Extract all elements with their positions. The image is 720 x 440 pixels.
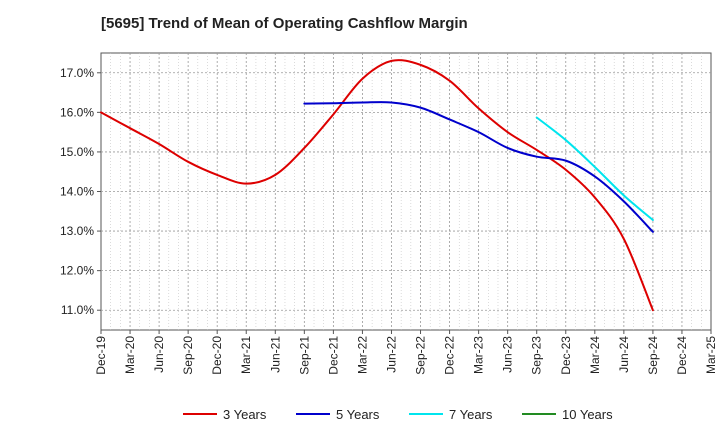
legend-label: 3 Years (223, 407, 267, 422)
x-tick-label: Dec-20 (210, 336, 224, 375)
x-tick-label: Mar-24 (588, 336, 602, 374)
horizontal-grid (101, 72, 711, 311)
x-tick-label: Jun-22 (384, 336, 398, 373)
x-tick-label: Sep-22 (414, 336, 428, 375)
x-tick-label: Dec-22 (443, 336, 457, 375)
y-tick-label: 15.0% (60, 145, 94, 159)
y-tick-label: 16.0% (60, 105, 94, 119)
y-tick-label: 12.0% (60, 264, 94, 278)
x-tick-label: Mar-23 (472, 336, 486, 374)
x-tick-label: Dec-19 (94, 336, 108, 375)
x-tick-label: Jun-21 (268, 336, 282, 373)
legend-label: 5 Years (336, 407, 380, 422)
legend-label: 7 Years (449, 407, 493, 422)
series-line-3-years (100, 59, 654, 312)
y-tick-label: 13.0% (60, 224, 94, 238)
y-axis: 11.0% 12.0% 13.0% 14.0% 15.0% 16.0% 17.0% (60, 66, 101, 317)
x-tick-label: Sep-20 (181, 336, 195, 375)
x-tick-label: Sep-23 (530, 336, 544, 375)
x-tick-label: Mar-25 (704, 336, 718, 374)
series-lines (100, 59, 654, 312)
x-tick-label: Jun-20 (152, 336, 166, 373)
x-tick-label: Dec-21 (326, 336, 340, 375)
x-tick-label: Jun-24 (617, 336, 631, 373)
x-tick-label: Dec-24 (675, 336, 689, 375)
chart-title: [5695] Trend of Mean of Operating Cashfl… (101, 15, 468, 32)
legend: 3 Years 5 Years 7 Years 10 Years (183, 407, 613, 422)
x-tick-label: Mar-22 (355, 336, 369, 374)
x-tick-label: Mar-21 (239, 336, 253, 374)
y-tick-label: 14.0% (60, 185, 94, 199)
series-line-5-years (303, 101, 654, 233)
x-tick-label: Sep-24 (646, 336, 660, 375)
y-tick-label: 11.0% (61, 303, 94, 317)
x-axis: Dec-19 Mar-20 Jun-20 Sep-20 Dec-20 Mar-21 Jun-… (94, 330, 718, 375)
y-tick-label: 17.0% (60, 66, 94, 80)
legend-label: 10 Years (562, 407, 613, 422)
x-tick-label: Sep-21 (297, 336, 311, 375)
x-tick-label: Jun-23 (501, 336, 515, 373)
x-tick-label: Dec-23 (559, 336, 573, 375)
x-tick-label: Mar-20 (123, 336, 137, 374)
series-line-7-years (535, 116, 654, 221)
